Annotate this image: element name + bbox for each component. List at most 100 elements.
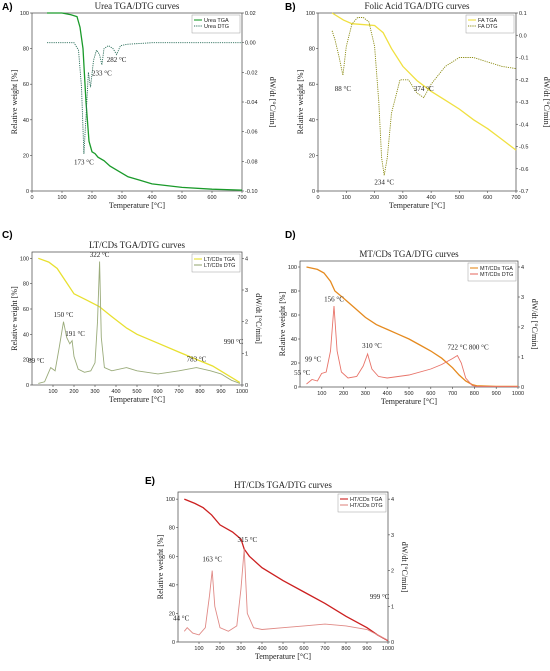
chart-title: Folic Acid TGA/DTG curves xyxy=(364,1,470,11)
x-tick-label: 500 xyxy=(132,389,141,395)
x-tick-label: 600 xyxy=(426,391,435,397)
x-tick-label: 500 xyxy=(177,195,186,201)
y-tick-label: 0 xyxy=(26,189,29,195)
x-tick-label: 500 xyxy=(404,391,413,397)
peak-annotation: 233 °C xyxy=(92,69,112,77)
y2-tick-label: -0.10 xyxy=(245,189,258,195)
y2-tick-label: 3 xyxy=(391,533,394,539)
x-tick-label: 700 xyxy=(174,389,183,395)
peak-annotation: 173 °C xyxy=(74,158,94,166)
y-tick-label: 80 xyxy=(169,526,175,532)
y-tick-label: 80 xyxy=(309,47,315,53)
y-tick-label: 0 xyxy=(26,383,29,389)
y-tick-label: 40 xyxy=(23,118,29,124)
peak-annotation: 783 °C xyxy=(187,355,207,363)
y2-tick-label: 2 xyxy=(521,325,524,331)
y-tick-label: 60 xyxy=(309,82,315,88)
legend-label: FA TGA xyxy=(478,18,497,24)
chart-title: MT/CDs TGA/DTG curves xyxy=(359,249,459,259)
y2-tick-label: 0.0 xyxy=(519,33,527,39)
y2-tick-label: 0.02 xyxy=(245,11,256,17)
y2-axis-label: dW/dt [°C/min] xyxy=(542,77,550,128)
peak-annotation: 374 °C xyxy=(414,85,434,93)
legend-box xyxy=(467,262,517,282)
series-line-1 xyxy=(331,12,517,151)
x-tick-label: 1000 xyxy=(382,646,394,652)
y2-tick-label: -0.02 xyxy=(245,70,258,76)
y2-tick-label: -0.2 xyxy=(519,78,528,84)
series-line-2 xyxy=(47,42,242,154)
x-tick-label: 100 xyxy=(317,391,326,397)
y2-tick-label: -0.1 xyxy=(519,56,528,62)
y2-tick-label: -0.06 xyxy=(245,130,258,136)
x-tick-label: 400 xyxy=(111,389,120,395)
y-tick-label: 100 xyxy=(166,497,175,503)
series-line-2 xyxy=(331,17,517,176)
x-tick-label: 400 xyxy=(147,195,156,201)
legend-label: MT/CDs TGA xyxy=(480,266,513,272)
y-tick-label: 60 xyxy=(169,554,175,560)
x-axis-label: Temperature [°C] xyxy=(381,397,438,406)
peak-annotation: 990 °C xyxy=(224,338,244,346)
y2-tick-label: -0.7 xyxy=(519,189,528,195)
x-tick-label: 200 xyxy=(339,391,348,397)
x-tick-label: 0 xyxy=(316,195,319,201)
x-tick-label: 300 xyxy=(90,389,99,395)
peak-annotation: 322 °C xyxy=(90,251,110,259)
y-axis-label: Relative weight [%] xyxy=(278,291,287,356)
y2-tick-label: 4 xyxy=(245,256,248,262)
peak-annotation: 44 °C xyxy=(173,615,190,623)
y-tick-label: 60 xyxy=(23,307,29,313)
y-tick-label: 20 xyxy=(23,358,29,364)
x-tick-label: 800 xyxy=(470,391,479,397)
y2-tick-label: -0.6 xyxy=(519,167,528,173)
x-tick-label: 400 xyxy=(383,391,392,397)
peak-annotation: 234 °C xyxy=(374,178,394,186)
x-tick-label: 900 xyxy=(216,389,225,395)
legend-label: HT/CDs DTG xyxy=(350,503,383,509)
chart-title: LT/CDs TGA/DTG curves xyxy=(89,240,185,250)
legend-label: LT/CDs DTG xyxy=(204,263,235,269)
legend-label: Urea TGA xyxy=(204,18,229,24)
legend-label: LT/CDs TGA xyxy=(204,257,235,263)
y-tick-label: 20 xyxy=(309,153,315,159)
y2-tick-label: 1 xyxy=(391,604,394,610)
x-tick-label: 300 xyxy=(361,391,370,397)
y2-tick-label: 0 xyxy=(391,640,394,646)
legend-label: FA DTG xyxy=(478,24,498,30)
peak-annotation: 55 °C xyxy=(294,369,311,377)
y-axis-label: Relative weight [%] xyxy=(156,534,165,599)
peak-annotation: 88 °C xyxy=(335,85,352,93)
y2-tick-label: 1 xyxy=(245,351,248,357)
y2-tick-label: 3 xyxy=(521,295,524,301)
x-tick-label: 400 xyxy=(427,195,436,201)
plot-frame xyxy=(177,491,389,643)
x-tick-label: 400 xyxy=(257,646,266,652)
y-tick-label: 100 xyxy=(288,265,297,271)
y-tick-label: 100 xyxy=(306,11,315,17)
x-axis-label: Temperature [°C] xyxy=(389,201,446,210)
peak-annotation: 315 °C xyxy=(237,536,257,544)
x-tick-label: 200 xyxy=(69,389,78,395)
chart-title: Urea TGA/DTG curves xyxy=(95,1,180,11)
y2-tick-label: 3 xyxy=(245,288,248,294)
x-tick-label: 700 xyxy=(237,195,246,201)
y-tick-label: 80 xyxy=(23,47,29,53)
peak-annotation: 310 °C xyxy=(362,342,382,350)
x-tick-label: 300 xyxy=(398,195,407,201)
y2-axis-label: dW/dt [°C/min] xyxy=(254,293,263,344)
legend-box xyxy=(191,253,241,273)
chart-title: HT/CDs TGA/DTG curves xyxy=(234,480,332,490)
x-tick-label: 200 xyxy=(370,195,379,201)
series-line-2 xyxy=(183,549,389,641)
x-tick-label: 1000 xyxy=(236,389,248,395)
series-line-1 xyxy=(47,12,243,191)
y-tick-label: 80 xyxy=(23,282,29,288)
y2-tick-label: 4 xyxy=(521,265,524,271)
peak-annotation: 999 °C xyxy=(370,593,390,601)
